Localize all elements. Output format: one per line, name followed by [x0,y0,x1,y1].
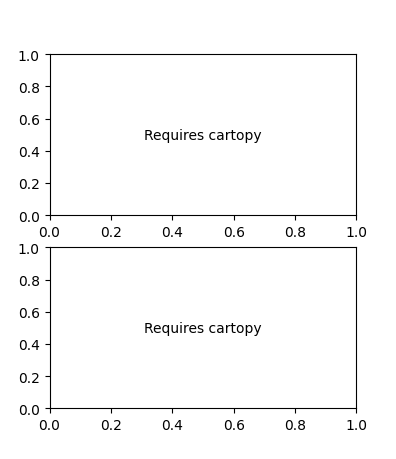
Text: Requires cartopy: Requires cartopy [144,321,262,335]
Text: Requires cartopy: Requires cartopy [144,129,262,142]
